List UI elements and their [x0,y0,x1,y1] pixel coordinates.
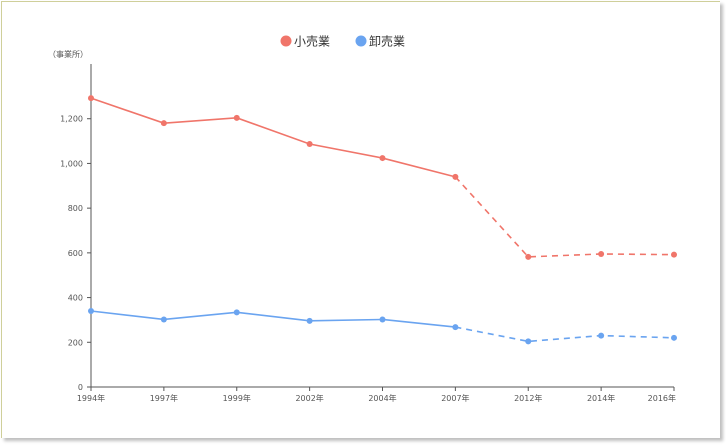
series-line-dashed-0 [454,176,675,258]
data-point-0-7[interactable] [598,250,605,257]
legend-marker-wholesale [355,35,367,47]
data-point-1-6[interactable] [525,338,532,345]
data-point-0-2[interactable] [233,114,240,121]
data-point-0-1[interactable] [160,120,167,127]
legend: 小売業 卸売業 [280,34,405,49]
data-point-0-5[interactable] [452,173,459,180]
x-tick-label: 2007年 [441,393,469,403]
data-point-0-8[interactable] [671,251,677,258]
data-point-1-0[interactable] [88,307,94,314]
data-point-0-0[interactable] [88,95,94,102]
y-tick-label: 1,000 [60,159,83,168]
data-point-0-3[interactable] [306,140,313,147]
series-line-solid-0 [90,97,456,178]
legend-label-wholesale: 卸売業 [369,34,405,49]
legend-marker-retail [280,35,292,47]
y-tick-label: 0 [78,383,83,392]
data-point-0-4[interactable] [379,155,386,162]
y-tick-label: 1,200 [60,115,83,124]
data-point-1-7[interactable] [598,332,605,339]
x-ticks: 1994年 1997年 1999年 2002年 2004年 2007年 2012年 2014年… [77,387,676,403]
x-tick-label: 2002年 [295,393,323,403]
y-ticks: 0 200 400 600 800 1,000 1,200 [60,115,91,392]
chart-frame: 小売業 卸売業 （事業所） 0 200 400 600 800 1,000 1,200 19… [1,1,720,438]
y-tick-label: 800 [68,204,83,213]
data-point-1-5[interactable] [452,324,459,331]
data-point-1-4[interactable] [379,316,386,323]
x-tick-label: 1997年 [150,393,178,403]
y-tick-label: 600 [68,249,83,258]
series-layer [88,95,677,345]
x-tick-label: 2004年 [368,393,396,403]
y-tick-label: 200 [68,338,83,347]
x-tick-label: 2012年 [514,393,542,403]
data-point-0-6[interactable] [525,253,532,260]
series-line-dashed-1 [455,326,675,343]
x-tick-label: 1999年 [223,393,251,403]
y-axis-unit-label: （事業所） [48,49,88,59]
series-line-solid-1 [90,310,456,328]
data-point-1-2[interactable] [233,309,240,316]
x-tick-label: 2014年 [587,393,615,403]
x-tick-label: 2016年 [648,393,676,403]
data-point-1-3[interactable] [306,317,313,324]
y-tick-label: 400 [68,294,83,303]
data-point-1-8[interactable] [671,334,677,341]
x-tick-label: 1994年 [77,393,105,403]
legend-label-retail: 小売業 [294,34,330,49]
data-point-1-1[interactable] [160,316,167,323]
